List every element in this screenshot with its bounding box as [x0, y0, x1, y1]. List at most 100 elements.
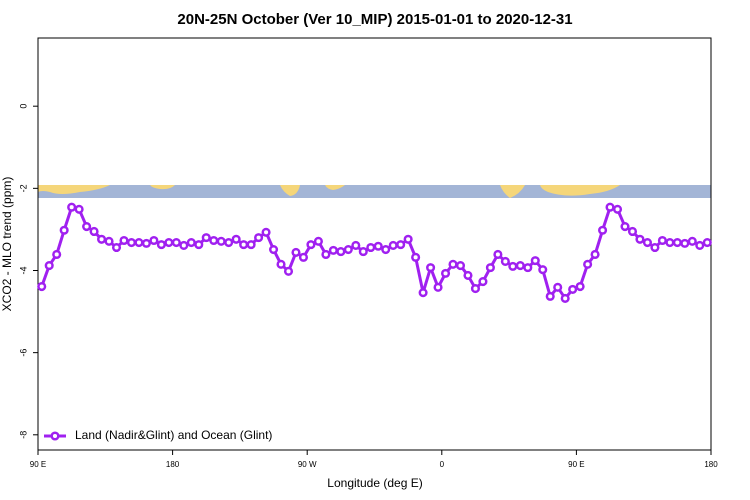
point [328, 245, 338, 255]
point [695, 240, 705, 250]
point [411, 252, 421, 262]
point [358, 247, 368, 257]
point [493, 249, 503, 260]
point [261, 227, 271, 237]
y-tick-label: -4 [18, 266, 28, 274]
point [642, 238, 652, 248]
point [179, 240, 189, 250]
x-tick-label: 90 W [298, 460, 317, 469]
point [89, 226, 99, 237]
point [500, 256, 510, 267]
point [194, 240, 204, 250]
point [687, 236, 697, 246]
point [388, 240, 398, 250]
point [239, 240, 249, 250]
point [306, 240, 316, 250]
point [396, 240, 406, 250]
point [590, 249, 600, 260]
point [119, 235, 129, 246]
point [366, 242, 376, 253]
y-tick-label: -2 [18, 184, 28, 192]
point [485, 263, 495, 273]
point [545, 291, 555, 301]
point [403, 234, 413, 244]
point [508, 261, 518, 271]
point [627, 226, 638, 237]
point [523, 263, 533, 273]
point [672, 238, 682, 248]
x-tick-label: 90 E [568, 460, 584, 469]
x-axis-label: Longitude (deg E) [327, 476, 422, 490]
point [313, 236, 323, 246]
point [530, 256, 540, 266]
point [37, 281, 47, 292]
legend-marker [50, 431, 60, 441]
point [74, 204, 84, 214]
point [620, 221, 630, 232]
point [478, 277, 488, 287]
point [321, 249, 331, 260]
point [291, 247, 301, 257]
point [373, 241, 383, 251]
point [246, 240, 256, 250]
point [283, 266, 294, 276]
point [598, 225, 608, 235]
point [201, 233, 211, 243]
x-tick-label: 90 E [30, 460, 46, 469]
point [141, 238, 151, 248]
point [657, 235, 667, 246]
point [343, 244, 353, 255]
point [52, 249, 62, 260]
point [560, 293, 570, 303]
point [97, 234, 107, 244]
point [568, 284, 578, 294]
point [269, 244, 279, 255]
point [164, 238, 174, 248]
point [605, 202, 615, 212]
point [67, 202, 77, 212]
point [216, 236, 226, 246]
point [665, 238, 675, 248]
point [134, 238, 144, 248]
point [351, 240, 361, 250]
y-tick-label: -8 [18, 431, 28, 439]
point [156, 240, 166, 250]
y-tick-label: -6 [18, 349, 28, 357]
point [381, 244, 391, 255]
point [224, 238, 234, 248]
point [612, 204, 623, 214]
point [463, 270, 473, 280]
point [126, 238, 137, 248]
point [470, 284, 481, 294]
point [59, 225, 69, 235]
point [149, 235, 159, 246]
y-tick-label: 0 [18, 104, 28, 109]
point [575, 281, 585, 292]
series-line [40, 205, 708, 301]
x-tick-label: 0 [440, 460, 445, 469]
point [254, 233, 264, 243]
chart-title: 20N-25N October (Ver 10_MIP) 2015-01-01 … [177, 11, 572, 28]
point [426, 263, 436, 273]
point [298, 252, 309, 262]
point [553, 282, 563, 292]
point [650, 242, 660, 253]
point [104, 236, 114, 246]
y-axis-label: XCO2 - MLO trend (ppm) [0, 177, 14, 312]
point [702, 238, 712, 248]
point [433, 282, 443, 292]
point [418, 288, 428, 298]
point [538, 265, 548, 275]
point [231, 234, 241, 244]
point [440, 268, 451, 278]
x-tick-label: 180 [166, 460, 180, 469]
map-strip [38, 185, 711, 198]
point [515, 261, 525, 271]
point [209, 235, 219, 246]
point [448, 259, 458, 269]
point [276, 259, 286, 269]
point [680, 238, 690, 248]
x-tick-label: 180 [704, 460, 718, 469]
point [336, 247, 346, 257]
